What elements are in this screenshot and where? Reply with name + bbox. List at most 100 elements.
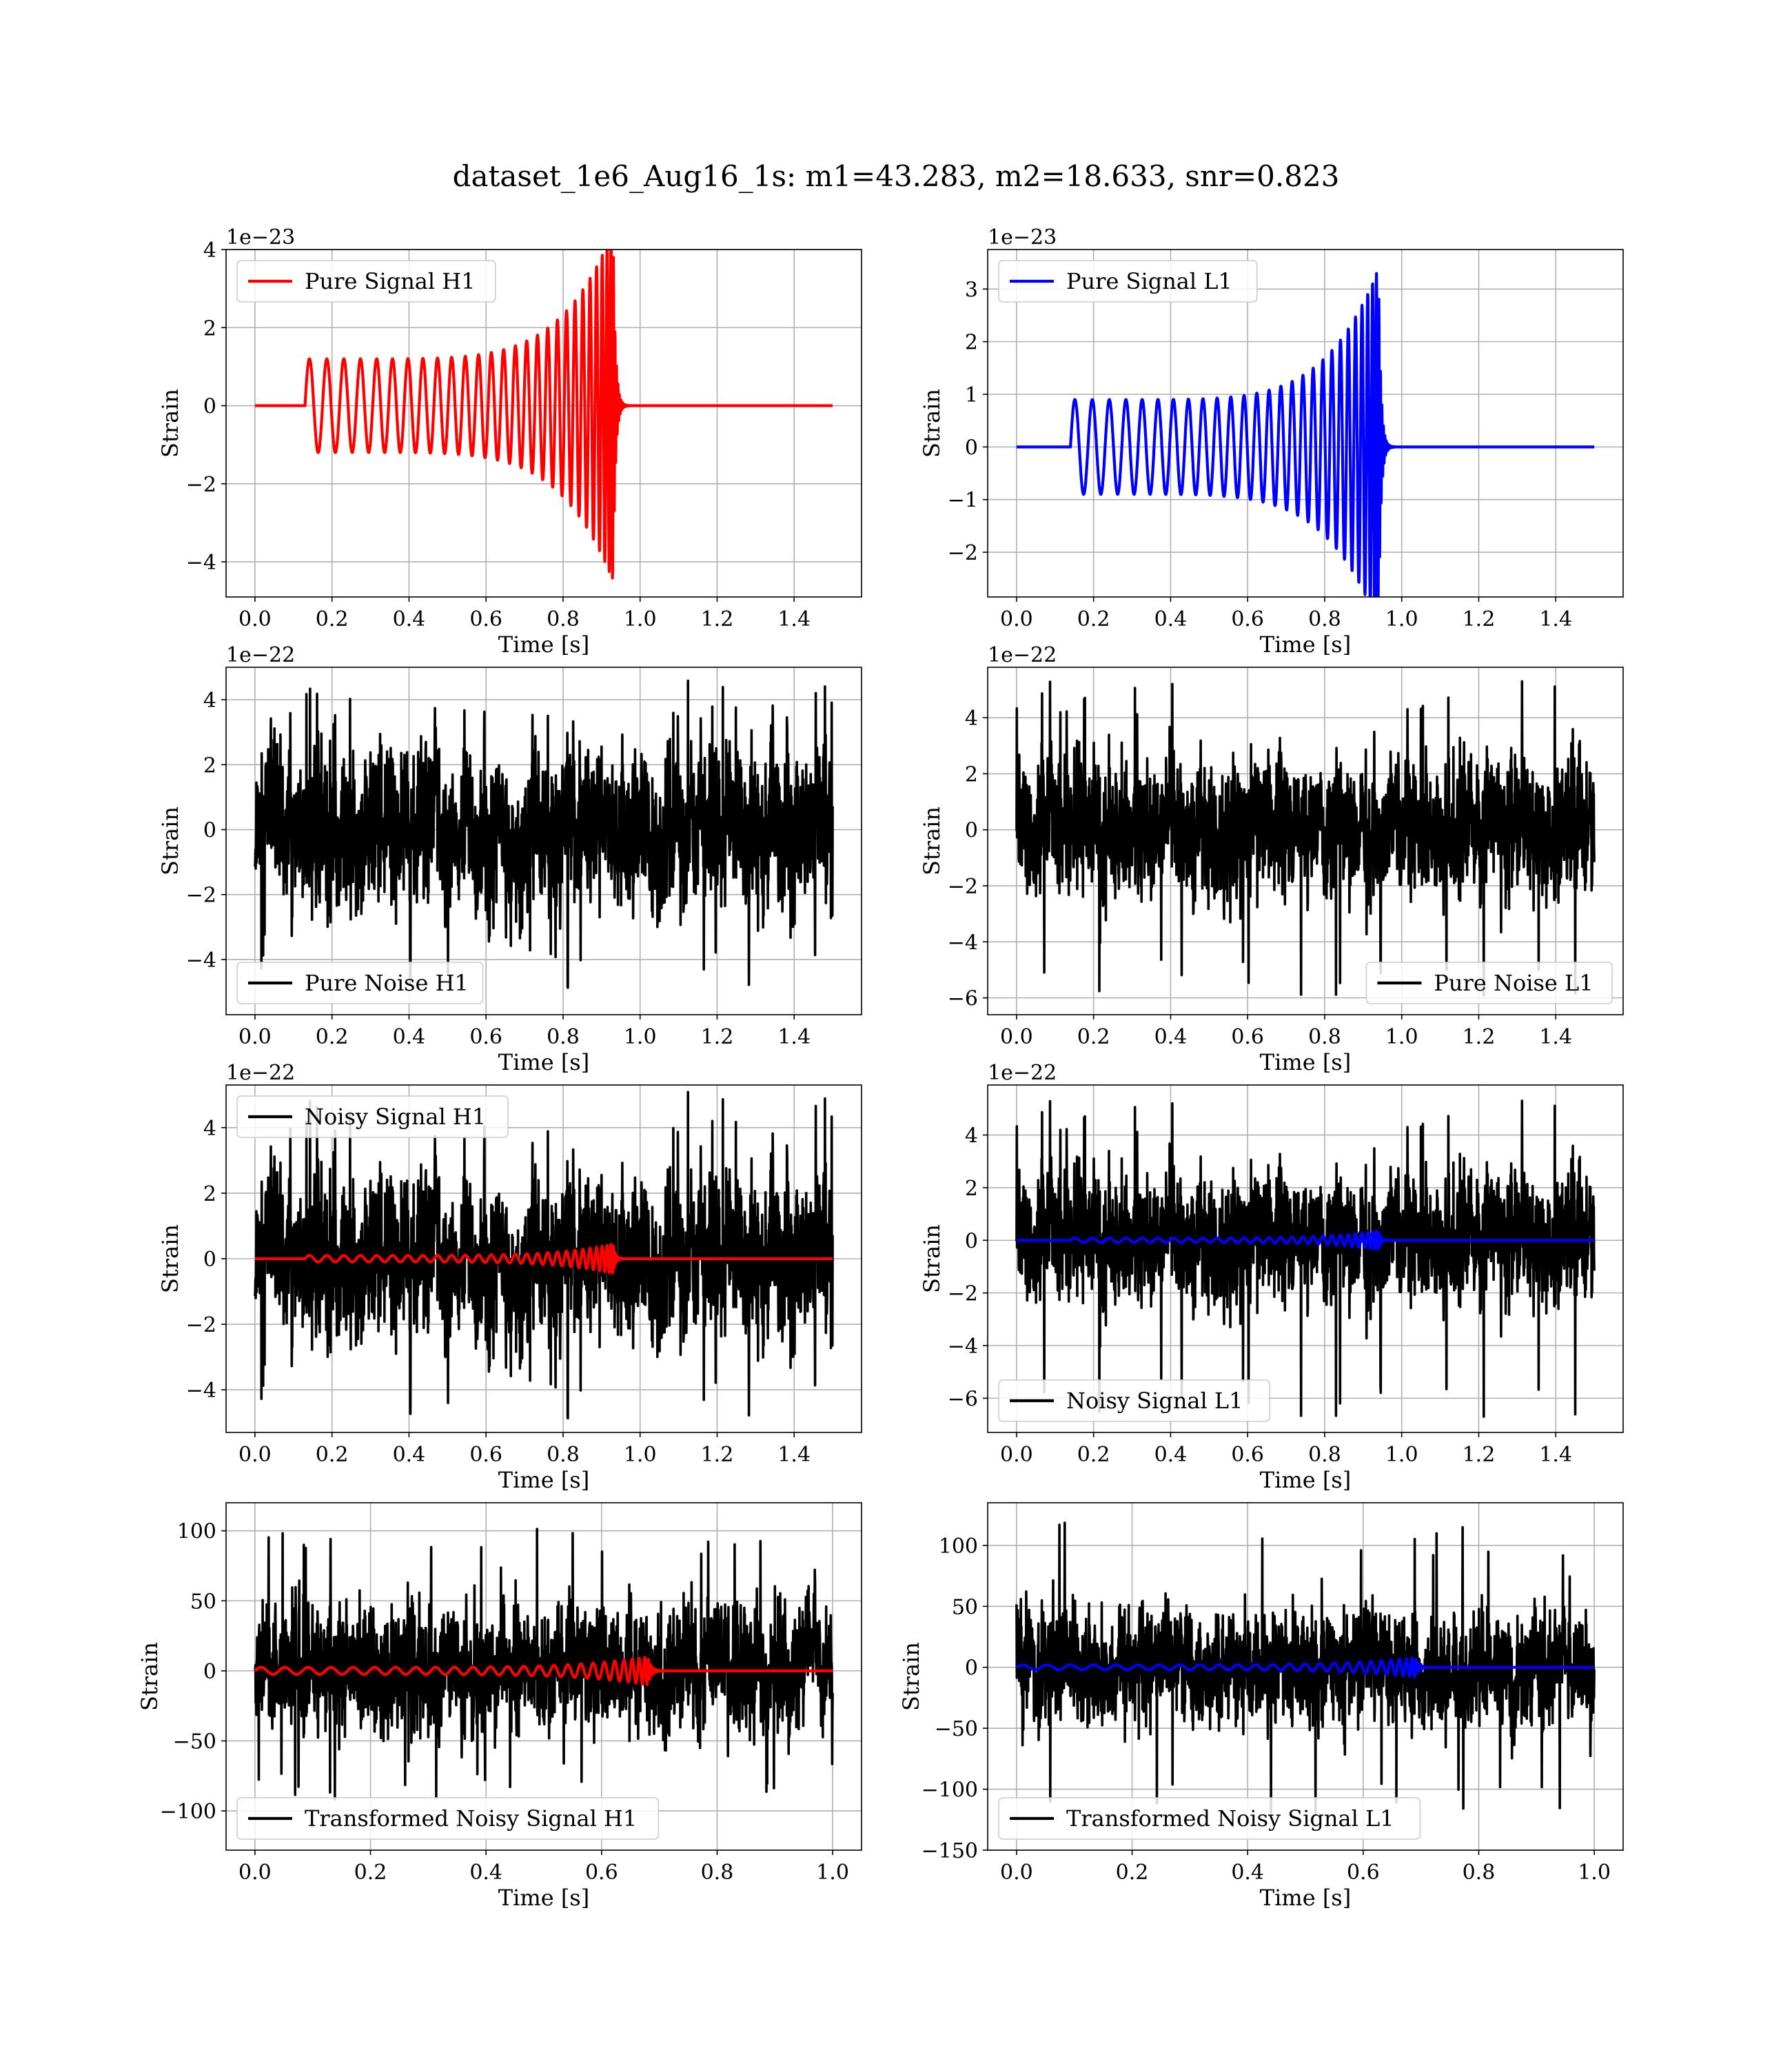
- signal-line-8-1: [1015, 1656, 1596, 1679]
- y-tick-label: 4: [203, 689, 216, 713]
- x-tick-label: 0.8: [1308, 607, 1341, 631]
- y-tick-label: 0: [965, 1229, 978, 1253]
- x-tick-label: 0.6: [585, 1861, 618, 1885]
- x-tick-label: 0.4: [469, 1861, 502, 1885]
- x-tick-label: 0.8: [1308, 1025, 1341, 1049]
- axis-offset-label: 1e−22: [988, 643, 1057, 667]
- x-tick-label: 0.2: [316, 1025, 349, 1049]
- x-tick-label: 1.2: [701, 1443, 734, 1467]
- y-tick-label: 0: [965, 819, 978, 843]
- y-tick-label: −100: [160, 1800, 216, 1824]
- y-tick-label: 1: [965, 383, 978, 407]
- x-tick-label: 0.6: [469, 1443, 502, 1467]
- x-tick-label: 0.6: [1231, 1025, 1264, 1049]
- x-tick-label: 0.4: [1154, 1025, 1188, 1049]
- y-tick-label: −4: [186, 949, 216, 973]
- subplot-6: 0.0 0.2 0.4 0.6 0.8 1.0 1.2 1.4 −6 −4 −2 0 2 4 Time [s…: [919, 1061, 1624, 1493]
- x-tick-label: 1.2: [1463, 607, 1496, 631]
- x-tick-label: 0.0: [238, 1861, 272, 1885]
- y-tick-label: −2: [186, 884, 216, 908]
- subplot-4: 0.0 0.2 0.4 0.6 0.8 1.0 1.2 1.4 −6 −4 −2 0 2 4 Time [s…: [919, 643, 1624, 1075]
- x-tick-label: 0.0: [1000, 1025, 1033, 1049]
- y-tick-label: 4: [203, 239, 216, 263]
- noise-line-8-0: [1015, 1521, 1596, 1815]
- legend-box: [236, 260, 496, 303]
- y-tick-label: −6: [948, 1387, 978, 1411]
- x-axis-label: Time [s]: [1260, 1885, 1351, 1911]
- y-axis-label: Strain: [919, 1224, 945, 1293]
- x-tick-label: 0.0: [238, 1443, 272, 1467]
- legend-box: [998, 1379, 1270, 1422]
- y-tick-label: −1: [948, 489, 978, 513]
- x-tick-label: 0.6: [469, 1025, 502, 1049]
- axis-offset-label: 1e−22: [988, 1061, 1057, 1085]
- noise-line-5-0: [254, 1091, 834, 1420]
- subplot-7: 0.0 0.2 0.4 0.6 0.8 1.0 −100 −50 0 50 100 Time [s] S…: [136, 1502, 862, 1911]
- y-axis-label: Strain: [919, 807, 945, 875]
- y-tick-label: 2: [203, 753, 216, 778]
- x-tick-label: 0.4: [393, 607, 426, 631]
- signal-line-1-0: [254, 250, 834, 580]
- x-tick-label: 0.8: [547, 607, 580, 631]
- x-axis-label: Time [s]: [1260, 1049, 1351, 1075]
- y-axis-label: Strain: [157, 389, 183, 458]
- x-tick-label: 0.8: [547, 1443, 580, 1467]
- y-tick-label: −50: [935, 1717, 978, 1741]
- x-axis-label: Time [s]: [1260, 1467, 1351, 1493]
- legend-label: Transformed Noisy Signal L1: [1066, 1805, 1394, 1832]
- series-group: [1016, 272, 1596, 597]
- x-axis-label: Time [s]: [1260, 631, 1351, 658]
- y-tick-label: 2: [965, 331, 978, 355]
- x-tick-label: 1.4: [1539, 607, 1572, 631]
- subplot-grid: 0.0 0.2 0.4 0.6 0.8 1.0 1.2 1.4 −4 −2 0 2 4 Time [s] S…: [136, 225, 1624, 1911]
- y-tick-label: 2: [203, 1182, 216, 1206]
- y-tick-label: 4: [203, 1117, 216, 1141]
- y-tick-label: 0: [965, 1656, 978, 1681]
- x-tick-label: 0.0: [1000, 1861, 1033, 1885]
- x-tick-label: 1.4: [1539, 1025, 1572, 1049]
- x-tick-label: 0.6: [469, 607, 502, 631]
- legend: Noisy Signal H1: [236, 1095, 509, 1138]
- y-axis-label: Strain: [898, 1642, 924, 1711]
- y-axis-label: Strain: [157, 807, 183, 875]
- y-tick-label: 2: [965, 1177, 978, 1201]
- signal-line-2-0: [1016, 272, 1596, 597]
- noise-line-3-0: [254, 679, 834, 989]
- series-group: [1015, 680, 1596, 997]
- x-tick-label: 0.8: [1308, 1443, 1341, 1467]
- x-axis-label: Time [s]: [498, 1467, 589, 1493]
- axes-frame: [225, 249, 862, 598]
- legend: Transformed Noisy Signal L1: [998, 1797, 1421, 1840]
- y-tick-label: 0: [203, 1660, 216, 1684]
- y-tick-label: 4: [965, 1124, 978, 1148]
- legend-box: [1365, 962, 1613, 1004]
- x-tick-label: 1.0: [816, 1861, 849, 1885]
- y-tick-label: 4: [965, 707, 978, 731]
- axes-frame: [225, 1502, 862, 1851]
- legend-label: Pure Noise H1: [305, 970, 469, 996]
- y-tick-label: 50: [190, 1590, 216, 1614]
- legend-box: [236, 1797, 660, 1840]
- x-tick-label: 0.2: [316, 607, 349, 631]
- y-tick-label: 2: [965, 762, 978, 787]
- subplot-5: 0.0 0.2 0.4 0.6 0.8 1.0 1.2 1.4 −4 −2 0 2 4 Time [s] S…: [157, 1061, 862, 1493]
- y-tick-label: −2: [948, 875, 978, 899]
- x-tick-label: 1.0: [1385, 607, 1418, 631]
- y-tick-label: 3: [965, 278, 978, 302]
- x-tick-label: 1.0: [624, 1025, 657, 1049]
- x-tick-label: 1.0: [1385, 1443, 1418, 1467]
- subplot-3: 0.0 0.2 0.4 0.6 0.8 1.0 1.2 1.4 −4 −2 0 2 4 Time [s] S…: [157, 643, 862, 1075]
- y-tick-label: −2: [948, 541, 978, 565]
- x-tick-label: 0.0: [1000, 607, 1033, 631]
- legend: Pure Signal H1: [236, 260, 496, 303]
- subplot-1: 0.0 0.2 0.4 0.6 0.8 1.0 1.2 1.4 −4 −2 0 2 4 Time [s] S…: [157, 225, 862, 658]
- x-tick-label: 1.2: [1463, 1443, 1496, 1467]
- axis-offset-label: 1e−23: [988, 225, 1057, 250]
- y-tick-label: 0: [203, 819, 216, 843]
- legend-label: Transformed Noisy Signal H1: [305, 1805, 637, 1832]
- x-tick-label: 1.0: [624, 1443, 657, 1467]
- axes-frame: [987, 667, 1624, 1015]
- axis-offset-label: 1e−22: [226, 643, 295, 667]
- y-tick-label: 0: [203, 395, 216, 419]
